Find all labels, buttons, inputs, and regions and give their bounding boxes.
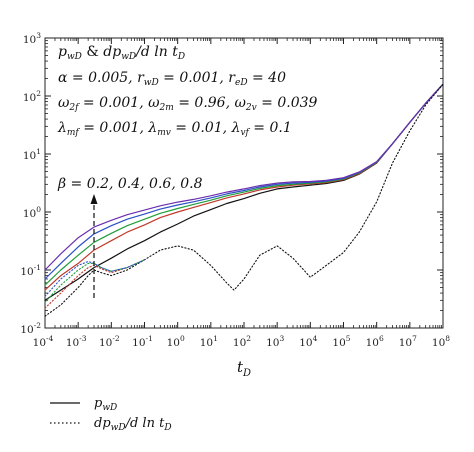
legend-label-pwd: pwD	[94, 396, 117, 413]
annotation-params-3: λmf = 0.001, λmv = 0.01, λvf = 0.1	[57, 120, 292, 138]
x-axis-label: tD	[237, 358, 251, 379]
y-tick-label: 101	[23, 147, 41, 162]
axis-ticks: 10-4 10-3 10-2 10-1 100 101 102 103 104 105 106 107…	[20, 31, 450, 349]
annotation-params-1: α = 0.005, rwD = 0.001, reD = 40	[58, 70, 286, 88]
legend-label-derivative: dpwD/d ln tD	[94, 416, 172, 433]
x-tick-label: 101	[200, 334, 218, 349]
derivative-series-7	[44, 259, 146, 303]
y-tick-label: 102	[23, 89, 41, 104]
derivative-series-5	[44, 83, 444, 317]
x-tick-label: 105	[332, 334, 350, 349]
annotation-params-2: ω2f = 0.001, ω2m = 0.96, ω2v = 0.039	[58, 95, 318, 113]
x-tick-label: 104	[299, 334, 317, 349]
x-tick-label: 107	[399, 334, 417, 349]
beta-arrow-head	[90, 194, 98, 204]
series-layer	[44, 83, 444, 317]
x-tick-label: 10-4	[33, 334, 54, 349]
x-tick-label: 106	[366, 334, 384, 349]
pressure-series-4	[44, 83, 444, 271]
x-tick-label: 10-2	[99, 334, 120, 349]
annotation-heading: pwD & dpwD/d ln tD	[58, 44, 185, 62]
y-tick-label: 100	[23, 205, 41, 220]
x-tick-label: 10-1	[132, 334, 153, 349]
x-tick-label: 10-3	[66, 334, 87, 349]
x-tick-label: 108	[432, 334, 450, 349]
annotation-beta: β = 0.2, 0.4, 0.6, 0.8	[57, 176, 203, 192]
x-tick-label: 100	[167, 334, 185, 349]
y-tick-label: 103	[23, 31, 41, 46]
x-tick-label: 102	[233, 334, 251, 349]
y-tick-label: 10-2	[20, 321, 41, 336]
y-tick-label: 10-1	[20, 263, 41, 278]
x-tick-label: 103	[266, 334, 284, 349]
